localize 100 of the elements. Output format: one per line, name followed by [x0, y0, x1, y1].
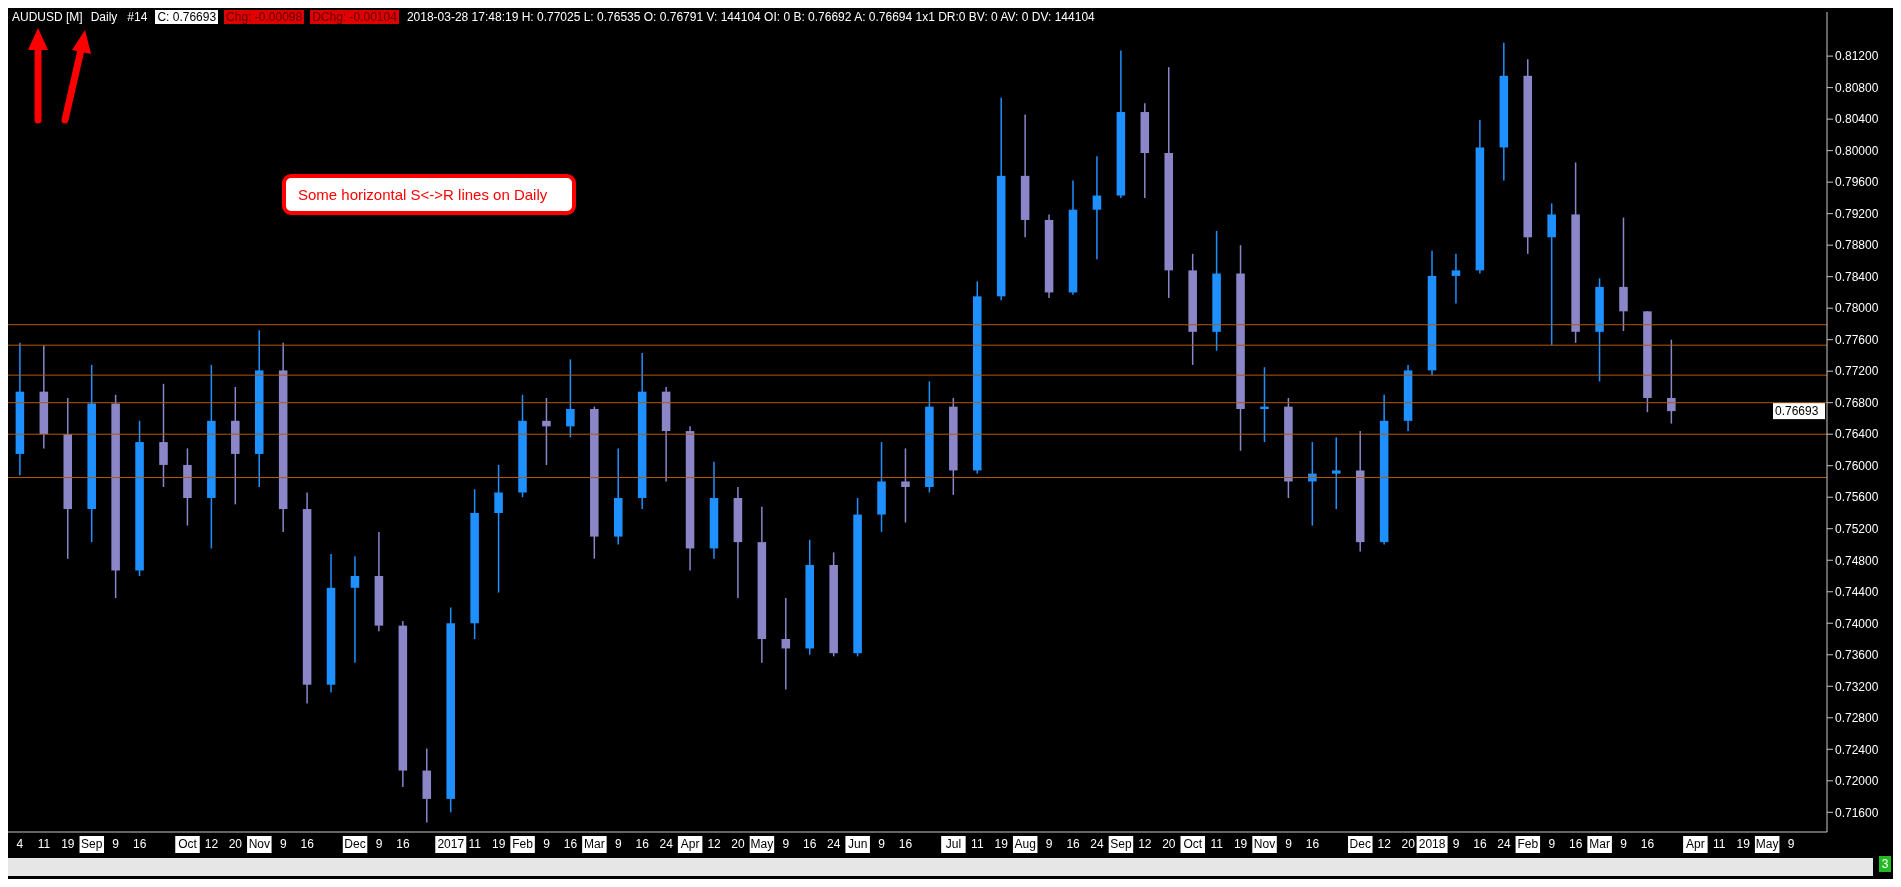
y-tick-label: 0.81200 [1835, 49, 1879, 64]
y-tick-label: 0.76000 [1835, 458, 1879, 473]
x-tick-label: 12 [1377, 837, 1392, 851]
x-tick-label: 9 [1045, 837, 1053, 851]
x-tick-label: Sep [81, 837, 103, 851]
x-tick-label: 2018 [1418, 837, 1446, 851]
x-tick-label: 16 [1473, 837, 1487, 851]
x-tick-label: 12 [1138, 837, 1152, 851]
x-tick-label: 19 [994, 837, 1009, 851]
annotation: 0.76693 [1775, 404, 1819, 419]
x-tick-label: 9 [112, 837, 120, 851]
annotation: Some horizontal S<->R lines on Daily [282, 174, 576, 215]
x-tick-label: 11 [37, 837, 51, 851]
x-tick-label: 16 [1569, 837, 1583, 851]
x-tick-label: 19 [491, 837, 506, 851]
x-tick-label: Nov [248, 837, 270, 851]
x-tick-label: Nov [1253, 837, 1276, 851]
x-tick-label: 11 [1210, 837, 1224, 851]
candlestick [350, 555, 360, 664]
x-tick-label: 9 [1620, 837, 1628, 851]
x-tick-label: 11 [468, 837, 482, 851]
candlestick [1332, 436, 1341, 510]
candlestick [1260, 366, 1269, 443]
x-tick-label: 24 [1497, 837, 1511, 851]
y-tick-label: 0.74800 [1835, 553, 1879, 568]
y-tick-label: 0.78800 [1835, 238, 1879, 253]
x-tick-label: 20 [1162, 837, 1176, 851]
y-tick-label: 0.75200 [1835, 521, 1879, 536]
y-tick-label: 0.72000 [1835, 774, 1879, 789]
x-tick-label: 16 [396, 837, 410, 851]
x-tick-label: 16 [635, 837, 650, 851]
y-tick-label: 0.72800 [1835, 711, 1879, 726]
x-tick-label: 9 [614, 837, 622, 851]
x-tick-label: Apr [680, 837, 700, 851]
x-tick-label: 19 [61, 837, 75, 851]
x-tick-label: 9 [1285, 837, 1293, 851]
x-tick-label: 16 [1305, 837, 1320, 851]
y-tick-label: 0.76400 [1835, 427, 1879, 442]
candlestick [1451, 253, 1461, 305]
y-tick-label: 0.80000 [1835, 143, 1879, 158]
x-tick-label: 24 [1090, 837, 1104, 851]
y-tick-label: 0.77200 [1835, 364, 1879, 379]
x-tick-label: Feb [512, 837, 534, 851]
x-tick-label: 16 [132, 837, 147, 851]
y-tick-label: 0.74000 [1835, 616, 1879, 631]
x-tick-label: 9 [878, 837, 886, 851]
x-tick-label: Dec [344, 837, 366, 851]
x-tick-label: Mar [1589, 837, 1610, 851]
annotation: Daily [89, 10, 119, 24]
candlestick [1547, 202, 1556, 346]
x-tick-label: 9 [543, 837, 551, 851]
x-tick-label: 24 [827, 837, 841, 851]
text: 3 [1879, 856, 1891, 872]
x-tick-label: 11 [971, 837, 984, 851]
y-tick-label: 0.78000 [1835, 301, 1879, 316]
x-tick-label: Jun [847, 837, 868, 851]
y-tick-label: 0.71600 [1835, 805, 1879, 820]
x-tick-label: May [750, 837, 774, 851]
y-tick-label: 0.80800 [1835, 80, 1879, 95]
y-tick-label: 0.79200 [1835, 206, 1879, 221]
x-tick-label: 16 [803, 837, 817, 851]
candlestick [1092, 155, 1102, 261]
annotation: 2018-03-28 17:48:19 H: 0.77025 L: 0.76535 O: 0.76791 V: 144104 OI: 0 B: 0.76692 A: 0.76694 1x1 DR:0 BV: 0 AV: 0 DV: 144104 [405, 10, 1096, 24]
x-tick-label: May [1755, 837, 1779, 851]
annotation: Chg: -0.00098 [224, 10, 305, 24]
x-tick-label: Feb [1517, 837, 1539, 851]
annotation: #14 [126, 10, 149, 24]
candlestick [1667, 338, 1676, 425]
x-tick-label: 16 [563, 837, 578, 851]
x-tick-label: 20 [228, 837, 243, 851]
x-tick-label: 9 [1452, 837, 1460, 851]
x-tick-label: 19 [1736, 837, 1751, 851]
x-tick-label: 20 [731, 837, 745, 851]
x-tick-label: 9 [1787, 837, 1795, 851]
x-tick-label: Mar [584, 837, 605, 851]
annotation: C: 0.76693 [155, 10, 219, 24]
y-tick-label: 0.78400 [1835, 269, 1879, 284]
x-tick-label: 16 [898, 837, 913, 851]
y-tick-label: 0.73600 [1835, 648, 1879, 663]
y-tick-label: 0.74400 [1835, 585, 1879, 600]
annotation: DChg: -0.00104 [310, 10, 399, 24]
chart-title: AUDUSD [M] [12, 10, 83, 24]
x-tick-label: 12 [707, 837, 722, 851]
candlestick [494, 464, 503, 594]
candlestick [901, 447, 910, 524]
x-tick-label: Oct [1183, 837, 1203, 851]
x-tick-label: 2017 [437, 837, 465, 851]
x-tick-label: Dec [1349, 837, 1371, 851]
x-tick-label: 9 [782, 837, 790, 851]
y-tick-label: 0.77600 [1835, 332, 1879, 347]
y-tick-label: 0.79600 [1835, 175, 1879, 190]
candlestick [542, 397, 551, 466]
x-tick-label: 9 [375, 837, 383, 851]
y-tick-label: 0.80400 [1835, 112, 1879, 127]
y-tick-label: 0.72400 [1835, 742, 1879, 757]
x-tick-label: 11 [1713, 837, 1726, 851]
x-tick-label: Oct [178, 837, 198, 851]
x-tick-label: 16 [1066, 837, 1081, 851]
x-tick-label: 19 [1233, 837, 1248, 851]
x-tick-label: Aug [1014, 837, 1036, 851]
